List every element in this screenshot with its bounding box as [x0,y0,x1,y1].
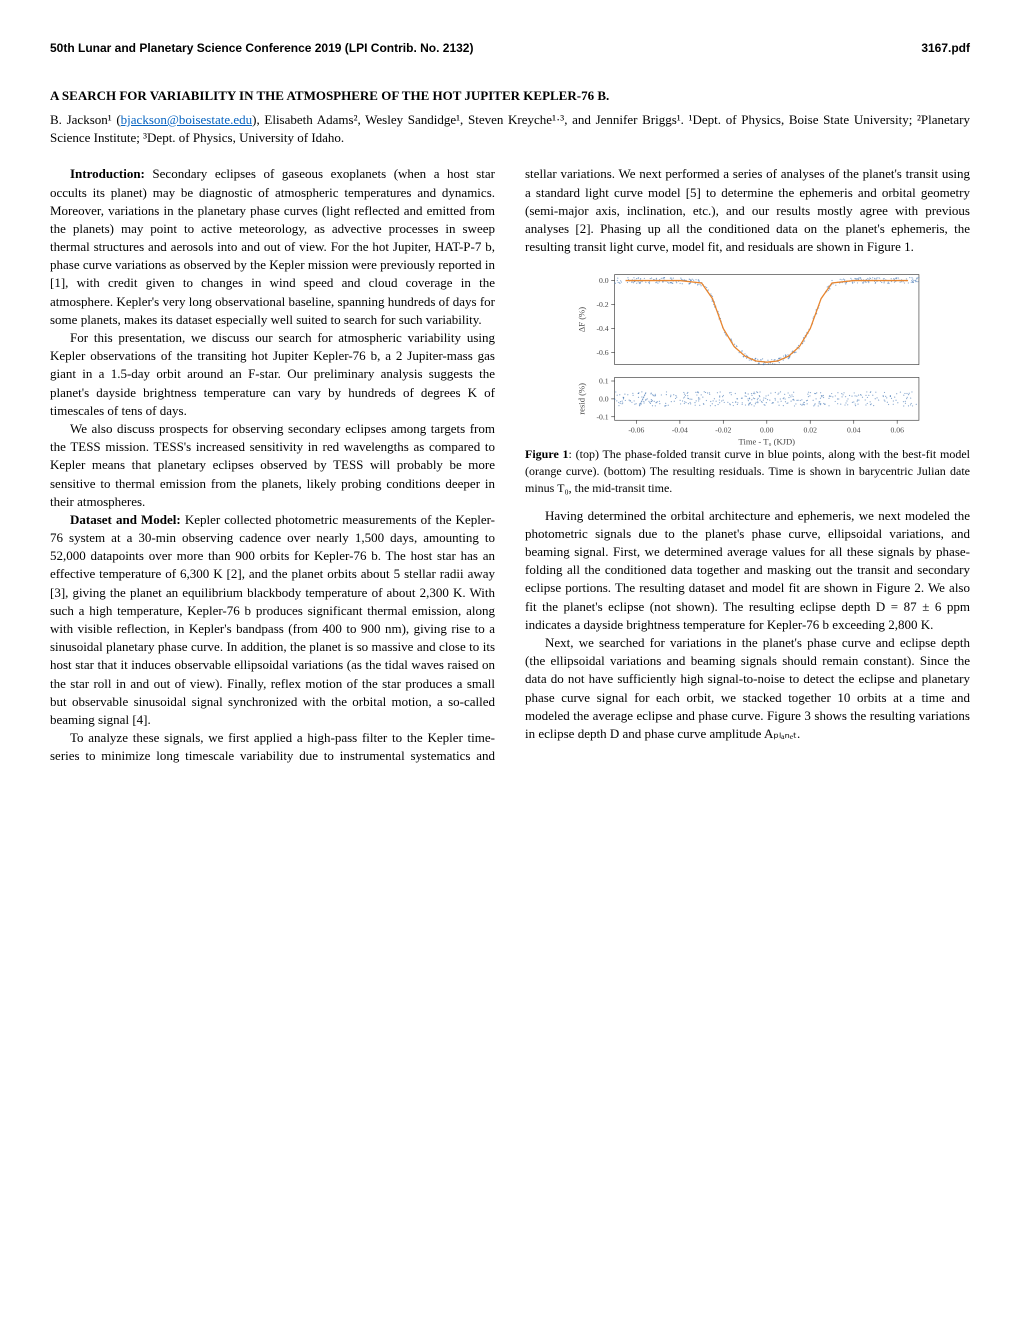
section-head-intro: Introduction: [70,166,145,181]
svg-text:0.0: 0.0 [599,276,609,285]
para-7: Next, we searched for variations in the … [525,634,970,743]
figure-1: 0.0 -0.2 -0.4 -0.6 ΔF (%) -0.1 0.0 0.1 -0.06 -0.0… [525,266,970,496]
svg-text:0.06: 0.06 [890,426,904,435]
svg-text:0.00: 0.00 [760,426,774,435]
page-header: 50th Lunar and Planetary Science Confere… [50,40,970,57]
svg-text:0.04: 0.04 [847,426,861,435]
figure-1-chart: 0.0 -0.2 -0.4 -0.6 ΔF (%) -0.1 0.0 0.1 -0.06 -0.0… [525,266,970,446]
figure-1-caption: Figure 1: (top) The phase-folded transit… [525,446,970,496]
svg-text:0.0: 0.0 [599,395,609,404]
body-columns: Introduction: Secondary eclipses of gase… [50,165,970,765]
para-3: We also discuss prospects for observing … [50,420,495,511]
svg-text:-0.02: -0.02 [715,426,731,435]
svg-text:-0.1: -0.1 [596,413,608,422]
para-6: Having determined the orbital architectu… [525,507,970,634]
para-2: For this presentation, we discuss our se… [50,329,495,420]
svg-text:-0.04: -0.04 [672,426,688,435]
header-right: 3167.pdf [921,40,970,57]
svg-text:-0.06: -0.06 [628,426,644,435]
svg-text:ΔF (%): ΔF (%) [577,307,587,332]
svg-text:-0.2: -0.2 [596,300,608,309]
section-head-dataset: Dataset and Model: [70,512,181,527]
svg-text:0.02: 0.02 [804,426,818,435]
svg-text:-0.4: -0.4 [596,324,608,333]
svg-text:-0.6: -0.6 [596,348,608,357]
para-intro: Introduction: Secondary eclipses of gase… [50,165,495,329]
svg-text:Time - T₀ (KJD): Time - T₀ (KJD) [739,437,796,447]
para-dataset: Dataset and Model: Kepler collected phot… [50,511,495,729]
svg-text:0.1: 0.1 [599,377,609,386]
authors: B. Jackson¹ (bjackson@boisestate.edu), E… [50,111,970,147]
svg-text:resid (%): resid (%) [577,383,587,415]
header-left: 50th Lunar and Planetary Science Confere… [50,40,473,57]
paper-title: A SEARCH FOR VARIABILITY IN THE ATMOSPHE… [50,87,970,105]
